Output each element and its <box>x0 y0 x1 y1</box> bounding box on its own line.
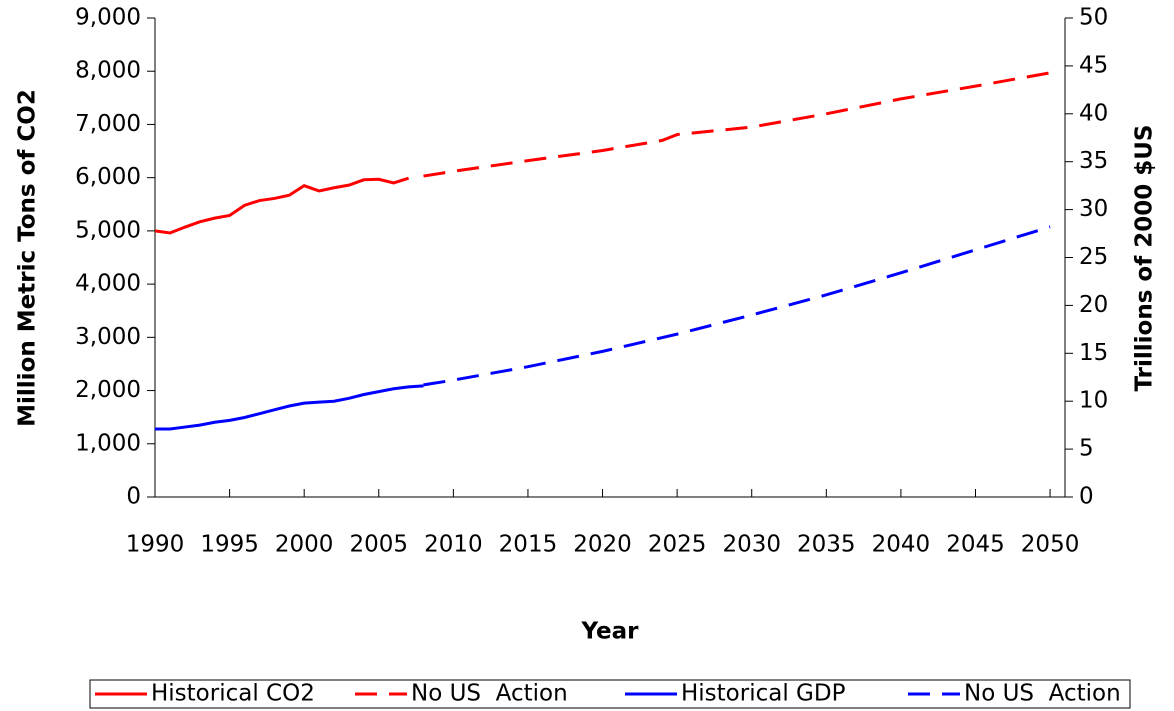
x-tick-label: 2045 <box>946 532 1005 558</box>
y2-tick-label: 25 <box>1079 244 1108 270</box>
y2-tick-label: 30 <box>1079 196 1108 222</box>
series-line <box>423 225 1051 387</box>
x-tick-label: 1995 <box>200 532 259 558</box>
y2-tick-label: 10 <box>1079 388 1108 414</box>
y2-tick-label: 45 <box>1079 52 1108 78</box>
y2-tick-label: 5 <box>1079 436 1094 462</box>
x-tick-label: 2030 <box>722 532 781 558</box>
y2-tick-label: 50 <box>1079 5 1108 31</box>
legend-label: No US Action <box>411 681 568 707</box>
y-axis-title: Million Metric Tons of CO2 <box>15 89 41 427</box>
y2-axis-title: Trillions of 2000 $US <box>1132 125 1158 392</box>
x-tick-label: 2025 <box>648 532 707 558</box>
y2-tick-label: 15 <box>1079 340 1108 366</box>
x-tick-label: 2050 <box>1021 532 1080 558</box>
legend-box <box>89 679 1131 709</box>
x-tick-label: 2005 <box>349 532 408 558</box>
x-tick-label: 2020 <box>573 532 632 558</box>
x-axis-title: Year <box>580 619 639 645</box>
x-tick-label: 2000 <box>275 532 334 558</box>
y-tick-label: 1,000 <box>75 430 141 456</box>
legend-label: No US Action <box>964 681 1121 707</box>
x-tick-label: 2015 <box>499 532 558 558</box>
x-tick-label: 2035 <box>797 532 856 558</box>
y2-tick-label: 40 <box>1079 100 1108 126</box>
y-tick-label: 2,000 <box>75 377 141 403</box>
y-tick-label: 0 <box>126 484 141 510</box>
y-tick-label: 4,000 <box>75 271 141 297</box>
series-line <box>423 71 1051 178</box>
y2-tick-label: 0 <box>1079 484 1094 510</box>
x-tick-label: 1990 <box>126 532 185 558</box>
y-tick-label: 3,000 <box>75 324 141 350</box>
y-tick-label: 9,000 <box>75 5 141 31</box>
legend-label: Historical GDP <box>681 681 846 707</box>
y-tick-label: 8,000 <box>75 58 141 84</box>
x-tick-label: 2010 <box>424 532 483 558</box>
y-tick-label: 6,000 <box>75 164 141 190</box>
x-tick-label: 2040 <box>872 532 931 558</box>
legend-label: Historical CO2 <box>151 681 315 707</box>
series-line <box>154 176 410 235</box>
y2-tick-label: 35 <box>1079 148 1108 174</box>
y-tick-label: 5,000 <box>75 217 141 243</box>
series-line <box>155 384 424 431</box>
y2-tick-label: 20 <box>1079 292 1108 318</box>
y-tick-label: 7,000 <box>75 111 141 137</box>
